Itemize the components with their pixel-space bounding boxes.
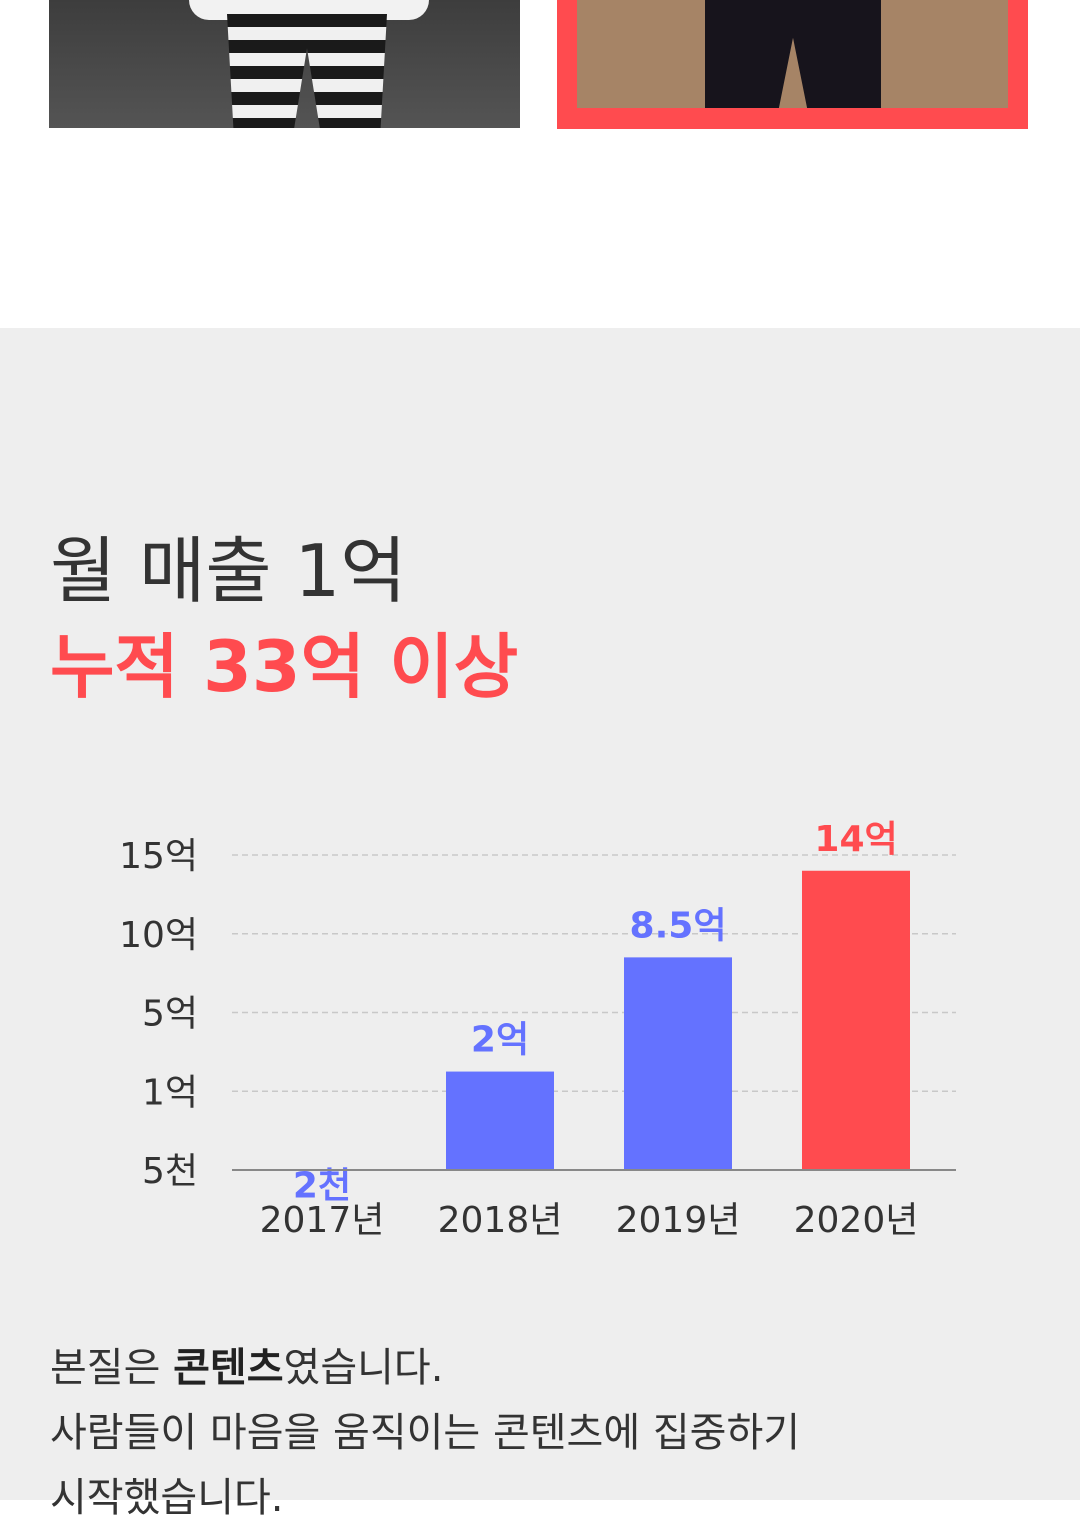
chart-x-tick-label: 2020년: [794, 1200, 919, 1241]
chart-value-label: 2억: [471, 1020, 529, 1061]
chart-y-tick-label: 5억: [142, 994, 198, 1035]
photo-after: [557, 0, 1028, 129]
photo-before: [49, 0, 520, 128]
chart-bar: [624, 957, 732, 1170]
body-text-bold-contents: 콘텐츠: [173, 1345, 284, 1391]
chart-y-axis: 5천 1억 5억 10억 15억: [119, 836, 198, 1192]
body-text-prefix: 본질은: [50, 1345, 174, 1391]
chart-y-tick-label: 15억: [119, 836, 198, 877]
photo-after-pants: [705, 0, 881, 108]
chart-bar: [802, 870, 910, 1170]
chart-bars: [446, 870, 910, 1170]
chart-x-tick-label: 2017년: [260, 1200, 385, 1241]
chart-x-tick-label: 2019년: [616, 1200, 741, 1241]
headline-cumulative-sales: 누적 33억 이상: [50, 626, 519, 708]
chart-x-tick-label: 2018년: [438, 1200, 563, 1241]
headline-monthly-sales: 월 매출 1억: [50, 529, 407, 613]
chart-bar: [446, 1071, 554, 1170]
chart-y-tick-label: 1억: [142, 1072, 198, 1113]
sales-bar-chart: 5천 1억 5억 10억 15억 2천 2억 8.5억 14억 2017년 2018년 2019년…: [119, 819, 956, 1241]
chart-value-label: 14억: [814, 819, 897, 860]
body-text-suffix: 였습니다.: [283, 1345, 444, 1391]
photo-after-background: [577, 0, 1008, 108]
chart-y-tick-label: 5천: [142, 1151, 198, 1192]
chart-value-label: 2천: [293, 1165, 351, 1206]
photo-section: [0, 0, 1080, 328]
chart-x-axis: 2017년 2018년 2019년 2020년: [260, 1200, 919, 1241]
body-text-line-1: 본질은 콘텐츠였습니다.: [50, 1348, 443, 1388]
chart-value-label: 8.5억: [630, 905, 727, 946]
body-text-line-2: 사람들이 마음을 움직이는 콘텐츠에 집중하기: [50, 1410, 801, 1456]
chart-y-tick-label: 10억: [119, 915, 198, 956]
body-text-line-3: 시작했습니다.: [50, 1475, 284, 1521]
chart-value-labels: 2천 2억 8.5억 14억: [293, 819, 898, 1207]
